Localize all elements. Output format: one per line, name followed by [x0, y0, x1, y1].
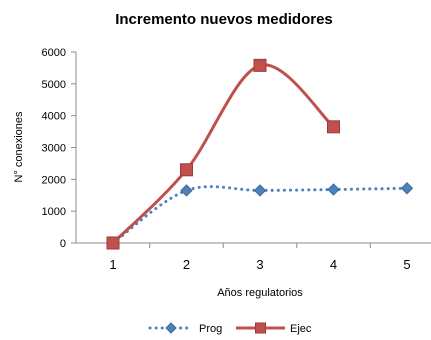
data-point-ejec — [327, 120, 340, 134]
data-point-ejec — [253, 58, 267, 72]
legend-swatch-marker — [255, 322, 266, 334]
data-point-prog — [400, 182, 414, 195]
y-tick-label: 0 — [60, 238, 66, 250]
y-tick-label: 3000 — [42, 143, 66, 155]
legend-label: Prog — [199, 323, 222, 335]
legend: Prog Ejec — [148, 322, 312, 335]
chart-title: Incremento nuevos medidores — [115, 11, 333, 28]
y-tick-label: 6000 — [42, 47, 66, 59]
data-point-prog — [327, 183, 340, 196]
x-tick-label: 3 — [256, 257, 263, 272]
series-ejec — [106, 58, 340, 250]
legend-item-ejec: Ejec — [236, 322, 312, 335]
data-point-ejec — [180, 163, 193, 177]
data-point-ejec — [106, 236, 120, 250]
y-axis-label: N° conexiones — [13, 111, 25, 183]
y-tick-label: 2000 — [42, 174, 66, 186]
x-tick-label: 2 — [183, 257, 190, 272]
x-tick-label: 1 — [109, 257, 116, 272]
legend-item-prog: Prog — [148, 322, 222, 335]
x-axis-label: Años regulatorios — [217, 287, 303, 299]
series-line-ejec — [111, 63, 335, 245]
x-tick-label: 4 — [330, 257, 337, 272]
x-axis-ticks: 1 2 3 4 5 — [109, 243, 411, 272]
legend-swatch-marker — [165, 322, 177, 334]
x-tick-label: 5 — [403, 257, 410, 272]
y-tick-label: 4000 — [42, 111, 66, 123]
y-tick-label: 5000 — [42, 79, 66, 91]
legend-label: Ejec — [290, 323, 312, 335]
data-point-prog — [180, 184, 193, 197]
y-tick-label: 1000 — [42, 206, 66, 218]
y-axis-ticks: 0 1000 2000 3000 4000 5000 6000 — [42, 47, 76, 250]
series-prog — [106, 182, 414, 250]
data-point-prog — [253, 184, 267, 197]
series-layer — [106, 58, 414, 250]
